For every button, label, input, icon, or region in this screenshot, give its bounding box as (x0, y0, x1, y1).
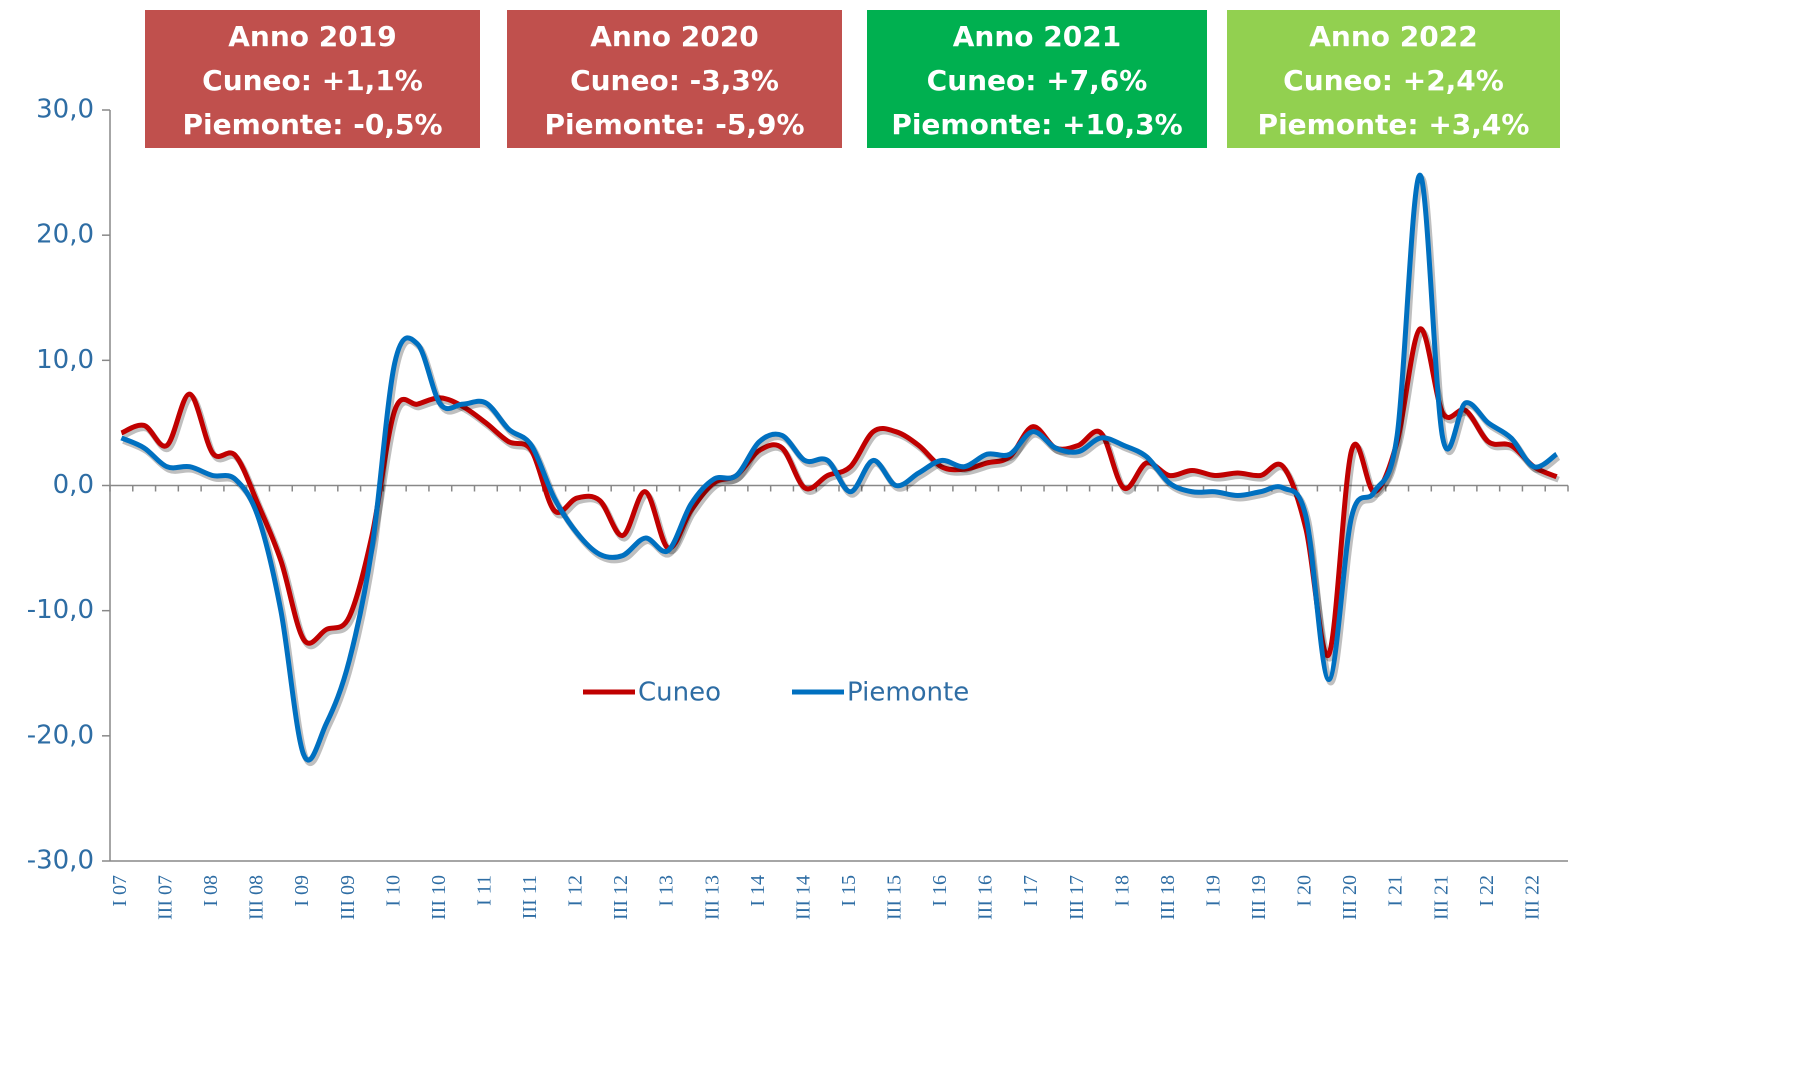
y-tick-label: -20,0 (27, 720, 94, 750)
x-tick-label: III 16 (975, 875, 997, 920)
x-tick-label: I 08 (200, 875, 222, 907)
x-tick-label: III 18 (1157, 875, 1179, 920)
y-tick-label: -30,0 (27, 846, 94, 876)
x-tick-label: I 17 (1020, 875, 1042, 907)
x-tick-label: I 11 (473, 875, 495, 906)
y-tick-label: 10,0 (36, 345, 94, 375)
x-tick-label: III 22 (1521, 875, 1543, 920)
x-tick-label: III 10 (428, 875, 450, 920)
x-tick-label: III 12 (610, 875, 632, 920)
x-tick-label: III 15 (884, 875, 906, 920)
annotation-text: Anno 2021 (953, 20, 1121, 53)
x-tick-label: I 15 (838, 875, 860, 907)
legend-label: Piemonte (847, 678, 969, 708)
annotation-text: Cuneo: +2,4% (1283, 64, 1504, 97)
annotation-text: Cuneo: +7,6% (927, 64, 1148, 97)
x-tick-label: III 07 (155, 875, 177, 920)
annotation-box (867, 10, 1207, 148)
y-tick-label: 30,0 (36, 95, 94, 125)
x-tick-label: I 07 (109, 875, 131, 907)
annotation-text: Cuneo: +1,1% (202, 64, 423, 97)
x-tick-label: III 20 (1339, 875, 1361, 920)
y-tick-label: 20,0 (36, 220, 94, 250)
series-line (120, 172, 1559, 763)
y-tick-label: -10,0 (27, 595, 94, 625)
line-shadow (122, 175, 1561, 767)
x-tick-label: I 21 (1385, 875, 1407, 907)
x-tick-label: III 08 (246, 875, 268, 920)
annotation-text: Piemonte: +3,4% (1258, 108, 1530, 141)
x-tick-label: I 20 (1294, 875, 1316, 907)
annotation-text: Anno 2019 (228, 20, 396, 53)
x-tick-label: III 19 (1248, 875, 1270, 920)
annotation-box (1227, 10, 1560, 148)
y-tick-label: 0,0 (53, 470, 94, 500)
x-tick-label: I 16 (929, 875, 951, 907)
x-tick-label: I 09 (291, 875, 313, 907)
annotation-text: Piemonte: +10,3% (891, 108, 1182, 141)
x-tick-label: I 13 (656, 875, 678, 907)
annotation-box (145, 10, 480, 148)
x-tick-label: III 11 (519, 875, 541, 919)
annotation-text: Anno 2022 (1309, 20, 1477, 53)
legend-label: Cuneo (638, 678, 721, 708)
x-tick-label: III 21 (1430, 875, 1452, 920)
x-tick-label: I 10 (382, 875, 404, 907)
annotation-text: Piemonte: -5,9% (544, 108, 804, 141)
x-tick-label: III 13 (701, 875, 723, 920)
annotation-text: Piemonte: -0,5% (182, 108, 442, 141)
x-tick-label: I 18 (1111, 875, 1133, 907)
x-tick-label: I 19 (1202, 875, 1224, 907)
annotation-text: Cuneo: -3,3% (570, 64, 779, 97)
x-tick-label: I 22 (1476, 875, 1498, 907)
x-tick-label: III 17 (1066, 875, 1088, 920)
x-tick-label: I 14 (747, 875, 769, 907)
annotation-box (507, 10, 842, 148)
x-tick-label: III 09 (337, 875, 359, 920)
x-tick-label: I 12 (565, 875, 587, 907)
annotation-text: Anno 2020 (590, 20, 758, 53)
series-line (120, 326, 1558, 658)
x-tick-label: III 14 (792, 875, 814, 920)
